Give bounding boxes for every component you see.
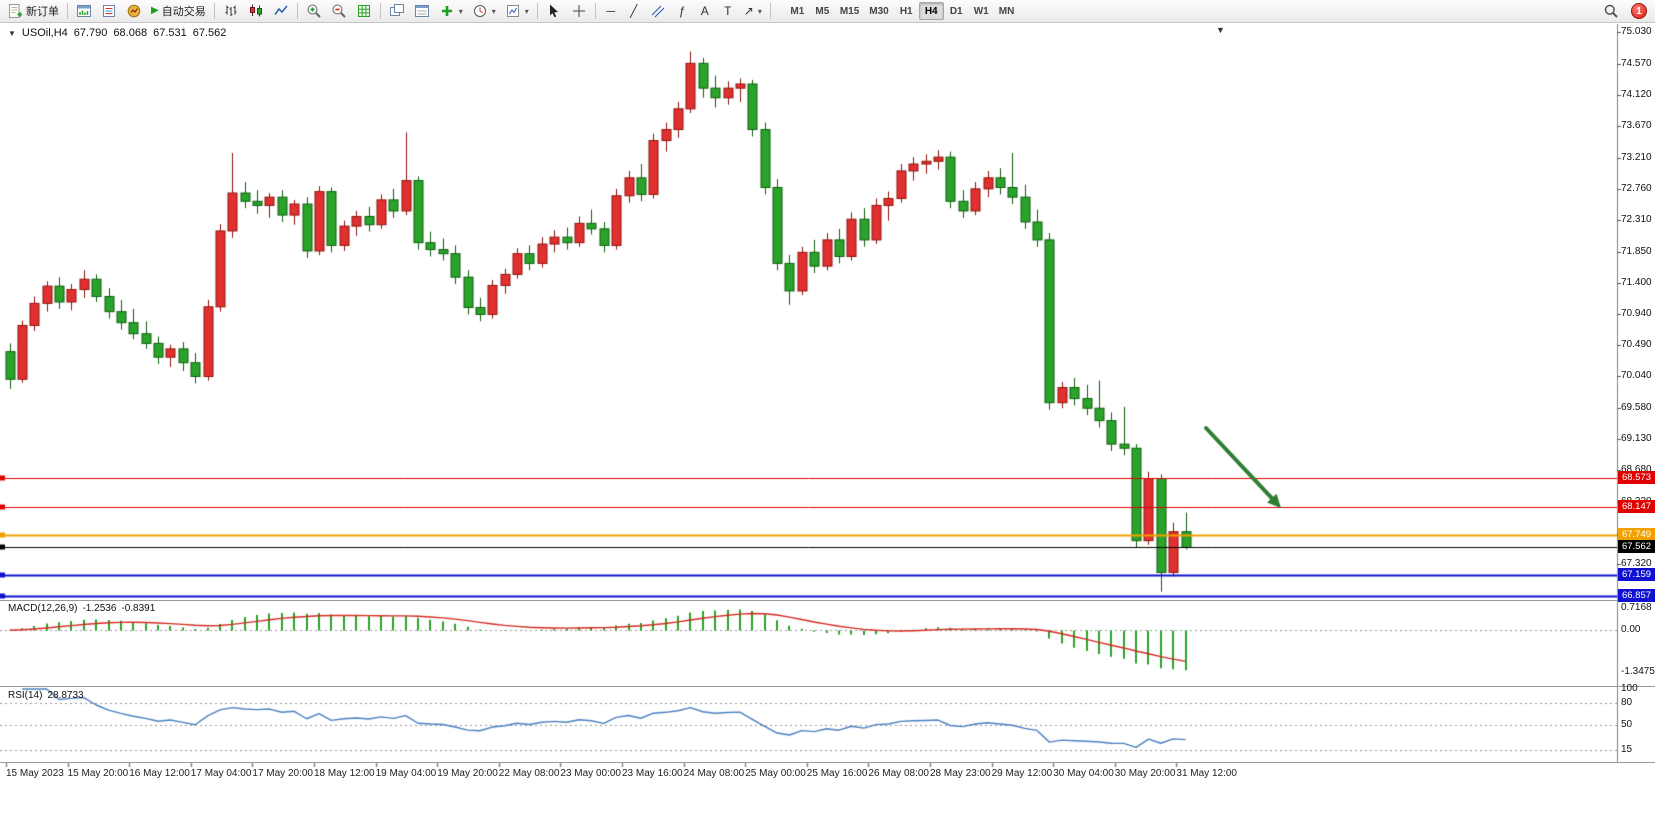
crosshair-icon [572,5,585,17]
timeframe-m15-button[interactable]: M15 [835,2,864,20]
shapes-button[interactable]: ↗ ▾ [740,1,766,21]
panel-separator-macd[interactable] [0,600,1655,601]
text-label-icon: T [724,4,732,18]
grid-button[interactable] [352,1,376,21]
grid-icon [357,5,370,17]
rsi-name: RSI(14) [8,690,43,701]
timeframe-m1-button[interactable]: M1 [785,2,810,20]
timeframe-h1-button[interactable]: H1 [894,2,919,20]
toolbar-separator [769,3,771,19]
window-list-icon [414,5,429,17]
horizontal-line-button[interactable]: ─ [600,1,622,21]
cursor-button[interactable] [542,1,566,21]
trendline-icon: ╱ [630,4,638,18]
market-watch-button[interactable] [97,1,121,21]
chart-title: ▼ USOil,H4 67.790 68.068 67.531 67.562 [8,27,226,39]
equidistant-channel-icon [651,5,665,18]
fibonacci-icon: ƒ [678,4,686,18]
community-icon [127,4,141,18]
timeframe-m5-button[interactable]: M5 [810,2,835,20]
add-chart-button[interactable]: ▾ [435,1,467,21]
new-order-icon [9,4,22,18]
zoom-in-icon [307,4,321,18]
high-value: 68.068 [113,27,148,39]
text-label-button[interactable]: T [717,1,739,21]
panel-separator-rsi[interactable] [0,686,1655,687]
search-button[interactable] [1599,1,1623,21]
template-button[interactable]: ▾ [501,1,533,21]
macd-signal-value: -0.8391 [121,603,156,614]
low-value: 67.531 [153,27,187,39]
text-button[interactable]: A [694,1,716,21]
channel-button[interactable] [646,1,670,21]
auto-trading-button[interactable]: ▶ 自动交易 [147,1,210,21]
toolbar: 新订单 ▶ 自动交易 [0,0,1655,23]
fibonacci-button[interactable]: ƒ [671,1,693,21]
toolbar-right: 1 [1599,1,1652,21]
crosshair-button[interactable] [567,1,591,21]
chart-window-icon [77,5,91,17]
collapse-icon[interactable]: ▼ [8,28,16,38]
new-order-button[interactable]: 新订单 [3,1,63,21]
toolbar-separator [536,3,538,19]
caret-down-icon: ▾ [757,6,762,16]
symbol-period-label: USOil,H4 [21,27,68,39]
open-value: 67.790 [73,27,108,39]
zoom-in-button[interactable] [302,1,326,21]
text-icon: A [700,4,709,18]
play-icon: ▶ [151,5,159,16]
caret-down-icon: ▾ [458,6,463,16]
cursor-icon [549,4,558,18]
chart-shift-marker[interactable]: ▼ [1216,25,1225,35]
candlestick-chart-icon [249,4,262,17]
timeframe-h4-button[interactable]: H4 [918,2,944,20]
candlestick-mode-button[interactable] [244,1,268,21]
close-value: 67.562 [192,27,227,39]
periods-button[interactable]: ▾ [468,1,500,21]
horizontal-line-icon: ─ [606,4,615,18]
tile-windows-icon [389,4,404,16]
panel-separator-timescale[interactable] [0,762,1655,763]
tile-windows-button[interactable] [385,1,409,21]
timeframe-mn-button[interactable]: MN [994,2,1020,20]
chart-template-icon [506,5,519,17]
notification-badge[interactable]: 1 [1631,3,1647,19]
timeframe-w1-button[interactable]: W1 [969,2,994,20]
toolbar-separator [67,3,68,19]
window-list-button[interactable] [410,1,434,21]
timeframe-d1-button[interactable]: D1 [944,2,969,20]
line-chart-mode-button[interactable] [269,1,293,21]
toolbar-separator [296,3,298,19]
new-chart-button[interactable] [72,1,96,21]
line-chart-icon [274,5,288,15]
macd-name: MACD(12,26,9) [8,603,78,614]
macd-indicator-label: MACD(12,26,9) -1.2536 -0.8391 [8,603,155,614]
rsi-indicator-label: RSI(14) 28.8733 [8,690,84,701]
new-order-label: 新订单 [26,6,59,18]
periods-clock-icon [473,5,486,17]
caret-down-icon: ▾ [491,6,496,16]
toolbar-separator [379,3,381,19]
search-icon [1604,4,1618,18]
bar-chart-mode-button[interactable] [219,1,243,21]
arrow-shape-icon: ↗ [743,4,754,18]
zoom-out-icon [332,4,346,18]
add-chart-plus-icon [441,6,452,16]
timeframe-group: M1 M5 M15 M30 H1 H4 D1 W1 MN [785,2,1019,20]
price-chart-canvas[interactable] [0,24,1655,784]
auto-trading-label: 自动交易 [161,6,206,18]
macd-main-value: -1.2536 [82,603,117,614]
rsi-value: 28.8733 [47,690,84,701]
toolbar-separator [594,3,596,19]
zoom-out-button[interactable] [327,1,351,21]
community-button[interactable] [122,1,146,21]
toolbar-separator [213,3,215,19]
caret-down-icon: ▾ [524,6,529,16]
timeframe-m30-button[interactable]: M30 [864,2,893,20]
bar-chart-icon [225,5,237,16]
market-watch-icon [103,5,115,17]
trendline-button[interactable]: ╱ [623,1,645,21]
